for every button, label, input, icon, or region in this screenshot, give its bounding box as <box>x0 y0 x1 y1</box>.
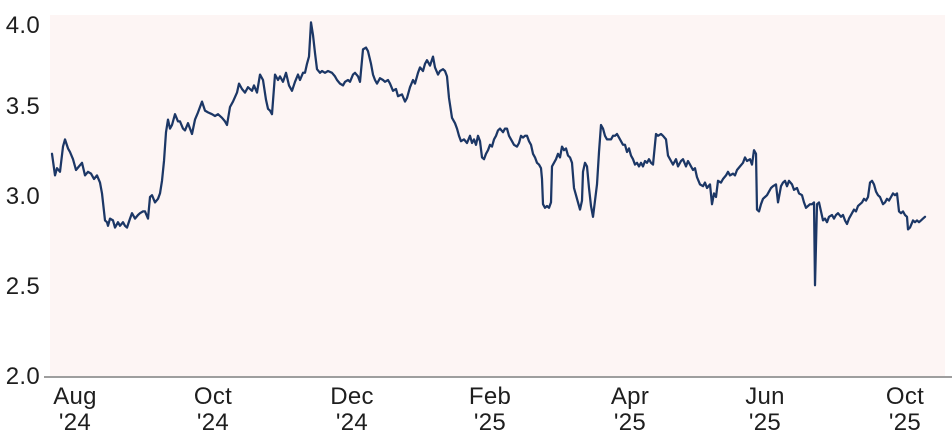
x-axis-tick-label: Oct '24 <box>165 384 261 436</box>
y-axis-tick-label: 2.5 <box>5 273 40 300</box>
y-axis-tick-label: 4.0 <box>5 12 40 39</box>
x-axis-tick-label: Oct '25 <box>857 384 952 436</box>
x-axis-tick-year: '24 <box>58 409 92 436</box>
x-axis-tick-month: Oct <box>885 383 925 410</box>
x-axis-tick-label: Feb '25 <box>442 384 538 436</box>
x-axis-tick-year: '25 <box>748 409 782 436</box>
x-axis-tick-month: Feb <box>468 383 512 410</box>
x-axis-tick-label: Dec '24 <box>304 384 400 436</box>
y-axis-tick-label: 2.0 <box>5 363 40 390</box>
x-axis-tick-year: '25 <box>473 409 507 436</box>
y-axis-tick-label: 3.5 <box>5 93 40 120</box>
y-axis-tick-label: 3.0 <box>5 183 40 210</box>
x-axis-tick-year: '25 <box>613 409 647 436</box>
x-axis-tick-label: Jun '25 <box>717 384 813 436</box>
x-axis-line <box>44 376 952 378</box>
x-axis-tick-month: Aug <box>53 383 97 410</box>
x-axis-tick-year: '25 <box>888 409 922 436</box>
x-axis-tick-month: Dec <box>330 383 374 410</box>
x-axis-tick-month: Oct <box>193 383 233 410</box>
x-axis-tick-label: Aug '24 <box>27 384 123 436</box>
x-axis-tick-year: '24 <box>196 409 230 436</box>
data-line-svg <box>50 21 927 287</box>
x-axis-tick-year: '24 <box>335 409 369 436</box>
x-axis-tick-label: Apr '25 <box>582 384 678 436</box>
x-axis-tick-month: Apr <box>610 383 650 410</box>
plot-area <box>50 15 945 377</box>
x-axis-tick-month: Jun <box>745 383 785 410</box>
data-line <box>50 21 927 287</box>
